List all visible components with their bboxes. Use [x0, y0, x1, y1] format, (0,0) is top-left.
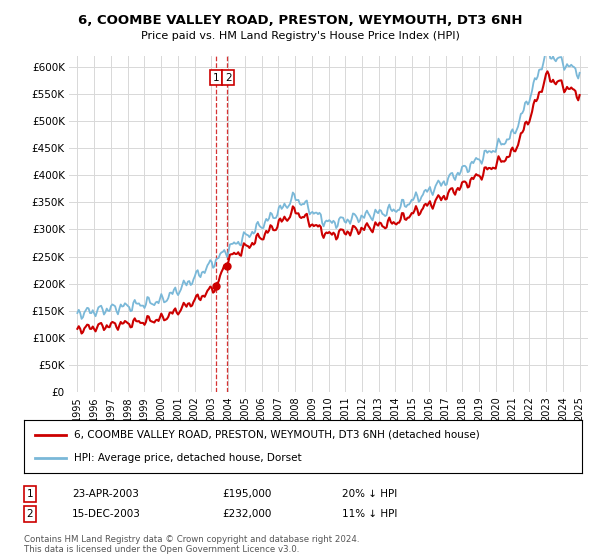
- Text: £195,000: £195,000: [222, 489, 271, 499]
- Text: 20% ↓ HPI: 20% ↓ HPI: [342, 489, 397, 499]
- Text: 23-APR-2003: 23-APR-2003: [72, 489, 139, 499]
- Text: Contains HM Land Registry data © Crown copyright and database right 2024.
This d: Contains HM Land Registry data © Crown c…: [24, 535, 359, 554]
- Text: 15-DEC-2003: 15-DEC-2003: [72, 509, 141, 519]
- Text: 2: 2: [26, 509, 34, 519]
- Text: HPI: Average price, detached house, Dorset: HPI: Average price, detached house, Dors…: [74, 453, 302, 463]
- Text: 11% ↓ HPI: 11% ↓ HPI: [342, 509, 397, 519]
- Text: 1: 1: [212, 73, 219, 83]
- Text: 2: 2: [225, 73, 232, 83]
- Text: £232,000: £232,000: [222, 509, 271, 519]
- Text: Price paid vs. HM Land Registry's House Price Index (HPI): Price paid vs. HM Land Registry's House …: [140, 31, 460, 41]
- Text: 6, COOMBE VALLEY ROAD, PRESTON, WEYMOUTH, DT3 6NH: 6, COOMBE VALLEY ROAD, PRESTON, WEYMOUTH…: [78, 14, 522, 27]
- Text: 1: 1: [26, 489, 34, 499]
- Text: 6, COOMBE VALLEY ROAD, PRESTON, WEYMOUTH, DT3 6NH (detached house): 6, COOMBE VALLEY ROAD, PRESTON, WEYMOUTH…: [74, 430, 480, 440]
